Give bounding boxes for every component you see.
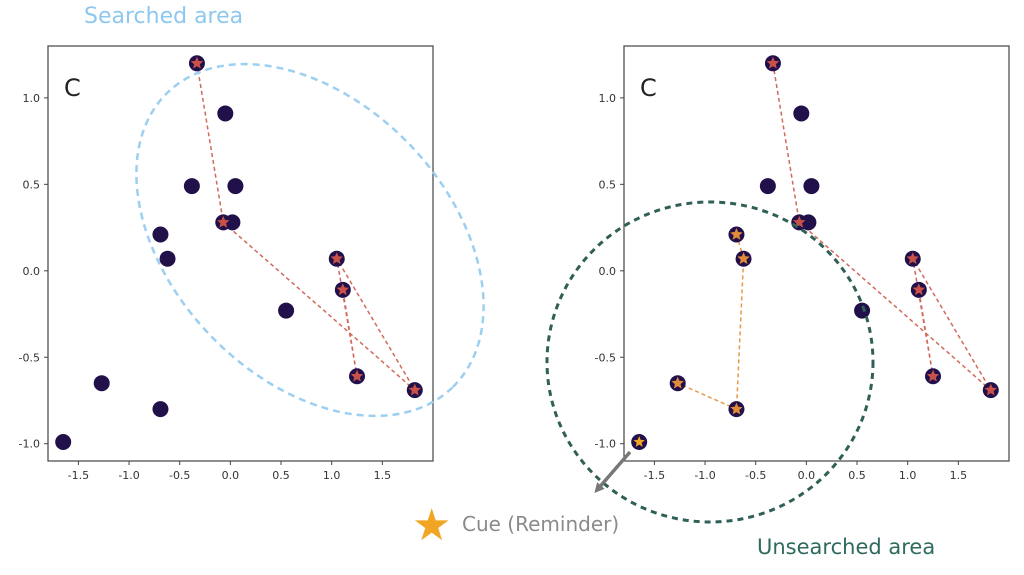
x-tick-label: 1.0 — [323, 469, 341, 482]
annotation-overlays — [135, 62, 875, 524]
x-tick-label: 0.5 — [272, 469, 290, 482]
cue-path-star-marker — [671, 376, 684, 389]
x-tick-label: -0.5 — [745, 469, 766, 482]
visited-star-marker — [926, 369, 940, 382]
panel-letter: C — [64, 74, 81, 102]
visited-star-marker — [408, 383, 421, 396]
x-tick-label: -1.5 — [644, 469, 665, 482]
y-tick-label: -1.0 — [19, 438, 40, 451]
unvisited-node — [217, 105, 234, 122]
y-tick-label: -0.5 — [19, 351, 40, 364]
visited-path-red — [196, 63, 416, 391]
visited-star-marker — [912, 283, 926, 296]
unvisited-node — [152, 401, 169, 418]
y-tick-label: -1.0 — [595, 438, 616, 451]
cue-star-marker — [633, 435, 645, 447]
y-tick-label: 0.0 — [23, 265, 41, 278]
unvisited-node — [152, 226, 169, 243]
unsearched-area-ellipse — [545, 200, 875, 524]
unvisited-node — [55, 433, 72, 450]
cue-path-orange — [677, 234, 745, 411]
cue-path-star-marker — [730, 227, 743, 240]
y-tick-label: 1.0 — [23, 92, 41, 105]
cue-star-icon: ★ — [412, 500, 452, 551]
visited-star-marker — [217, 215, 230, 228]
plot-frame — [47, 45, 434, 462]
x-tick-label: -1.0 — [694, 469, 715, 482]
unsearched-area-title: Unsearched area — [757, 535, 936, 559]
searched-area-title: Searched area — [84, 4, 244, 29]
unvisited-node — [803, 178, 820, 195]
visited-path-red — [772, 63, 992, 391]
right-panel: -1.5 -1.0 -0.5 0.0 0.5 1.0 1.5 -1.0 -0.5 0.0 0.5 1.… — [595, 45, 1010, 482]
visited-star-marker — [336, 283, 350, 296]
cue-reminder-label: Cue (Reminder) — [462, 512, 620, 536]
unvisited-node — [759, 178, 776, 195]
visited-star-marker — [906, 252, 919, 264]
y-tick-label: 0.0 — [599, 265, 617, 278]
left-panel: -1.5 -1.0 -0.5 0.0 0.5 1.0 1.5 -1.0 -0.5 0.0 0.5 1.… — [19, 45, 434, 482]
x-tick-label: 0.5 — [848, 469, 866, 482]
plot-frame — [623, 45, 1010, 462]
panel-letter: C — [640, 74, 657, 102]
y-tick-label: 1.0 — [599, 92, 617, 105]
unvisited-node — [227, 178, 244, 195]
x-tick-label: 0.0 — [798, 469, 816, 482]
visited-star-marker — [766, 56, 780, 69]
visited-star-marker — [190, 56, 204, 69]
x-tick-label: 1.5 — [950, 469, 968, 482]
visited-star-marker — [350, 369, 364, 382]
x-tick-label: 1.5 — [374, 469, 392, 482]
x-tick-label: 1.0 — [899, 469, 917, 482]
cue-path-star-marker — [737, 252, 750, 264]
unvisited-node — [159, 250, 176, 267]
cue-arrow — [594, 450, 632, 494]
searched-area-ellipse — [135, 62, 485, 418]
unvisited-node — [278, 302, 295, 319]
x-tick-label: -1.0 — [118, 469, 139, 482]
y-tick-label: 0.5 — [599, 178, 617, 191]
x-tick-label: -1.5 — [68, 469, 89, 482]
y-tick-label: -0.5 — [595, 351, 616, 364]
unvisited-node — [93, 375, 110, 392]
x-tick-label: -0.5 — [169, 469, 190, 482]
visited-star-marker — [984, 383, 997, 396]
x-tick-label: 0.0 — [222, 469, 240, 482]
unvisited-node — [183, 178, 200, 195]
unvisited-node — [854, 302, 871, 319]
unvisited-node — [793, 105, 810, 122]
y-tick-label: 0.5 — [23, 178, 41, 191]
cue-path-star-marker — [730, 402, 743, 415]
visited-star-marker — [330, 252, 343, 264]
